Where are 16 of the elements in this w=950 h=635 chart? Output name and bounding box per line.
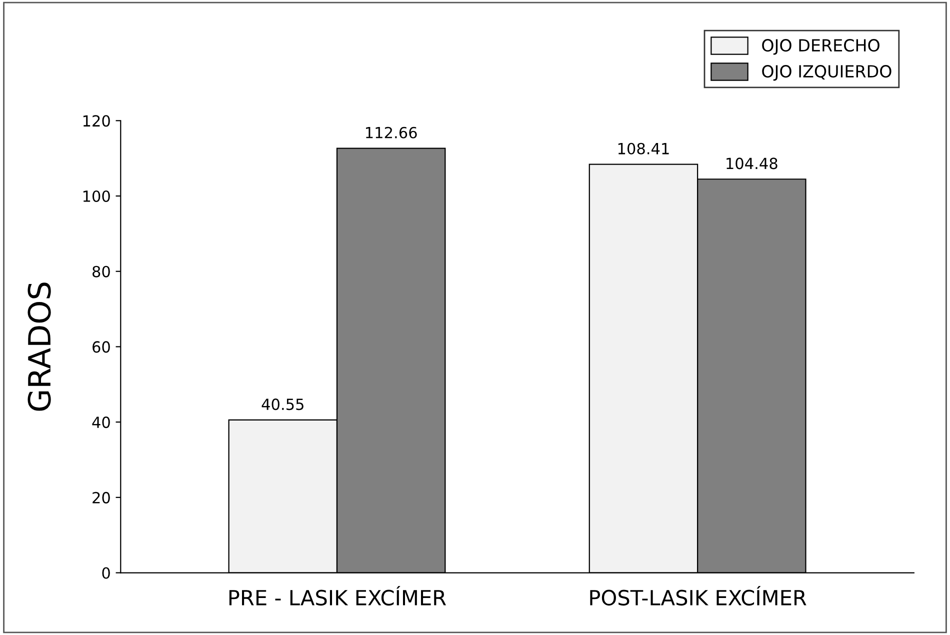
legend-label: OJO DERECHO — [762, 39, 880, 55]
y-tick-label: 120 — [83, 115, 110, 127]
y-tick-label: 0 — [102, 567, 110, 579]
y-tick-label: 20 — [92, 492, 110, 504]
data-label: 104.48 — [726, 158, 778, 170]
data-label: 112.66 — [366, 126, 417, 138]
y-tick-label: 60 — [92, 341, 110, 353]
data-label: 108.41 — [618, 142, 669, 154]
y-tick-label: 40 — [92, 416, 110, 428]
y-tick-label: 80 — [92, 266, 110, 278]
x-tick-label: POST-LASIK EXCÍMER — [590, 586, 806, 606]
y-axis-title: GRADOS — [28, 282, 51, 411]
x-tick-label: PRE - LASIK EXCÍMER — [229, 586, 446, 606]
y-tick-label: 100 — [83, 190, 110, 202]
data-label: 40.55 — [262, 398, 304, 410]
legend-label: OJO IZQUIERDO — [762, 64, 892, 81]
